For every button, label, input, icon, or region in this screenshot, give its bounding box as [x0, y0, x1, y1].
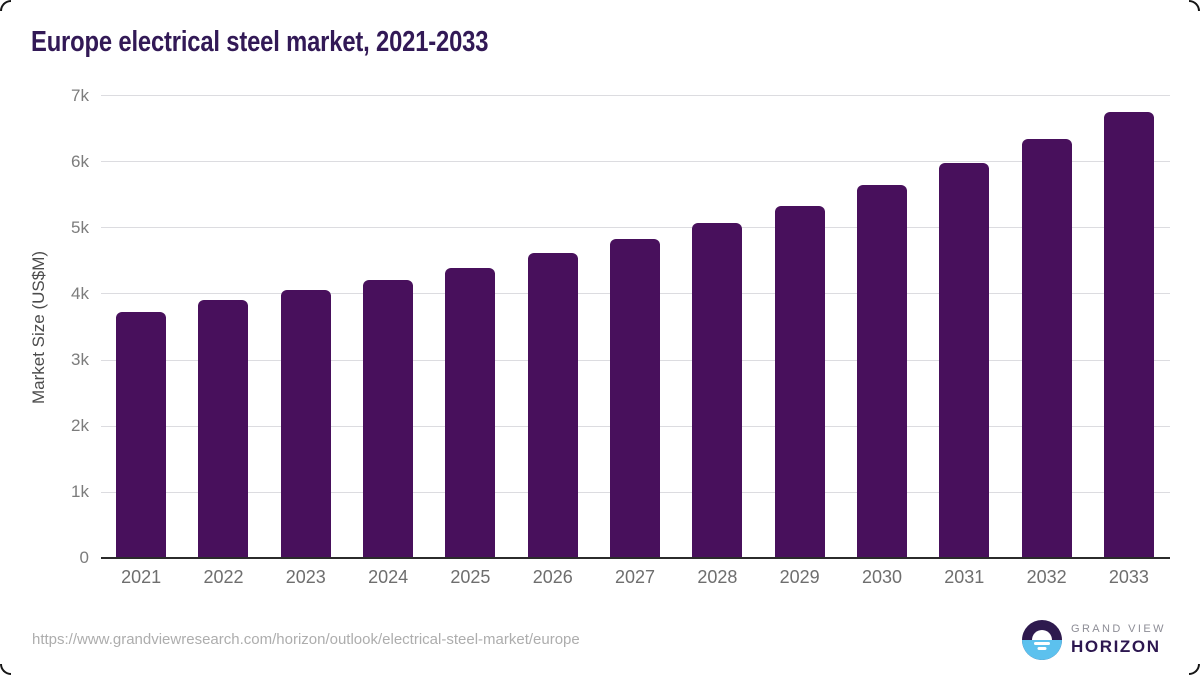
bar-slot-2026 — [512, 96, 594, 559]
x-tick-label-2031: 2031 — [944, 567, 985, 587]
bar-slot-2029 — [759, 96, 841, 559]
gridline-7k: 7k — [71, 86, 1170, 105]
bar-2025[interactable] — [445, 267, 496, 559]
y-tick-label-6k: 6k — [71, 151, 89, 171]
bar-slot-2023 — [265, 96, 347, 559]
logo-reflection-line — [1037, 647, 1047, 650]
logo-text: GRAND VIEW HORIZON — [1071, 623, 1166, 657]
y-tick-label-2k: 2k — [71, 416, 89, 436]
x-tick-label-2033: 2033 — [1108, 567, 1149, 587]
bar-slot-2032 — [1005, 96, 1087, 559]
y-tick-label-0: 0 — [79, 548, 89, 567]
horizon-sunrise-icon — [1022, 620, 1062, 660]
source-url: https://www.grandviewresearch.com/horizo… — [32, 631, 580, 648]
x-tick-label-2027: 2027 — [615, 567, 656, 587]
plot-area: 0 1k 2k 3k 4k 5k 6k 7k — [71, 86, 1170, 567]
x-tick-label-2029: 2029 — [779, 567, 820, 587]
x-tick-label-2021: 2021 — [121, 567, 162, 587]
y-axis-title: Market Size (US$M) — [29, 250, 48, 405]
x-tick-label-2030: 2030 — [861, 567, 902, 587]
x-axis-labels: 2021 2022 2023 2024 2025 2026 2027 2028 2029 2030… — [100, 567, 1170, 588]
bar-slot-2031 — [923, 96, 1005, 559]
logo-sea-half — [1022, 640, 1062, 660]
bar-slot-2024 — [347, 96, 429, 559]
chart-title: Europe electrical steel market, 2021-203… — [31, 26, 489, 58]
bar-2032[interactable] — [1021, 139, 1072, 559]
card-corner-top-right — [1189, 0, 1200, 11]
logo-sun-dome — [1032, 630, 1052, 640]
bar-slot-2025 — [429, 96, 511, 559]
logo-brand-bottom: HORIZON — [1071, 637, 1161, 656]
x-tick-label-2025: 2025 — [450, 567, 491, 587]
bar-2030[interactable] — [856, 185, 907, 559]
x-tick-label-2032: 2032 — [1026, 567, 1067, 587]
bar-2027[interactable] — [610, 238, 661, 559]
bar-2024[interactable] — [363, 279, 414, 559]
y-tick-label-1k: 1k — [71, 482, 89, 502]
bar-2029[interactable] — [774, 205, 825, 559]
x-tick-label-2024: 2024 — [368, 567, 409, 587]
bar-slot-2021 — [100, 96, 182, 559]
y-tick-label-4k: 4k — [71, 283, 89, 303]
bar-2031[interactable] — [939, 163, 990, 559]
bar-2028[interactable] — [692, 223, 743, 559]
card-corner-top-left — [0, 0, 11, 11]
x-tick-label-2028: 2028 — [697, 567, 738, 587]
bar-2022[interactable] — [198, 300, 249, 559]
bar-slot-2033 — [1088, 96, 1170, 559]
x-axis-line: 0 — [80, 548, 1170, 567]
x-tick-label-2023: 2023 — [285, 567, 326, 587]
card-corner-bottom-left — [0, 664, 11, 675]
y-tick-label-7k: 7k — [71, 85, 89, 105]
brand-logo: GRAND VIEW HORIZON — [1022, 619, 1166, 661]
gridline-6k: 6k — [71, 152, 1170, 171]
bar-2023[interactable] — [280, 290, 331, 559]
bars-row — [100, 96, 1170, 559]
y-tick-label-3k: 3k — [71, 350, 89, 370]
logo-reflection-line — [1034, 642, 1050, 645]
bar-slot-2027 — [594, 96, 676, 559]
x-tick-label-2022: 2022 — [203, 567, 244, 587]
gridline-5k: 5k — [71, 218, 1170, 237]
bar-2033[interactable] — [1103, 111, 1154, 559]
bar-slot-2022 — [182, 96, 264, 559]
bar-2026[interactable] — [527, 253, 578, 559]
bar-slot-2028 — [676, 96, 758, 559]
y-tick-label-5k: 5k — [71, 217, 89, 237]
x-tick-label-2026: 2026 — [532, 567, 573, 587]
logo-brand-top: GRAND VIEW — [1071, 623, 1166, 635]
bar-2021[interactable] — [116, 311, 167, 559]
bar-slot-2030 — [841, 96, 923, 559]
card-corner-bottom-right — [1189, 664, 1200, 675]
